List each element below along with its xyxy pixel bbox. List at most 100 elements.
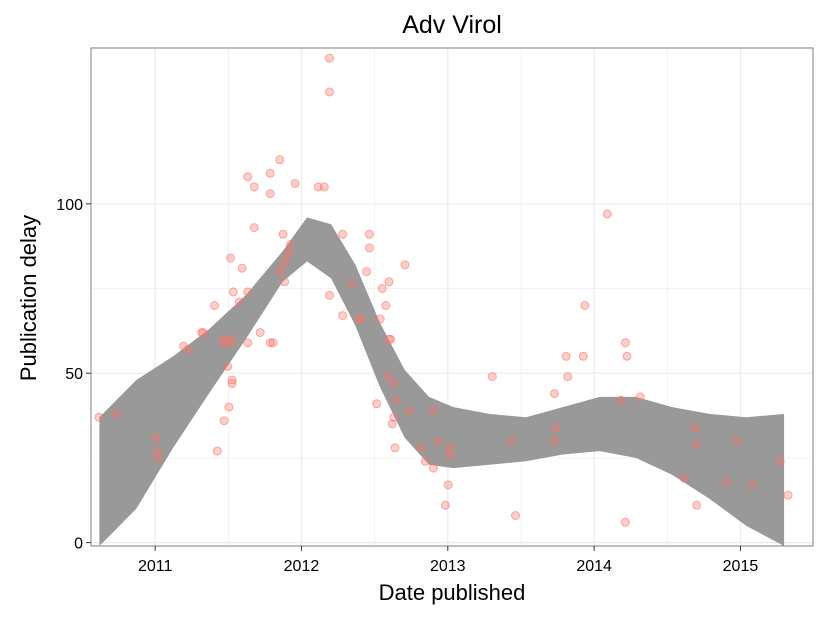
x-axis-title: Date published: [379, 580, 526, 605]
data-point: [364, 229, 374, 239]
y-tick-label: 100: [56, 197, 83, 214]
data-point: [375, 314, 385, 324]
data-point: [549, 389, 559, 399]
data-point: [487, 372, 497, 382]
data-point: [690, 422, 700, 432]
data-point: [386, 334, 396, 344]
data-point: [265, 189, 275, 199]
data-point: [249, 182, 259, 192]
data-point: [433, 436, 443, 446]
y-tick-label: 0: [74, 536, 83, 553]
data-point: [372, 399, 382, 409]
data-point: [384, 277, 394, 287]
data-point: [255, 328, 265, 338]
data-point: [679, 473, 689, 483]
data-point: [152, 446, 162, 456]
data-point: [290, 179, 300, 188]
data-point: [227, 378, 237, 388]
data-point: [226, 253, 235, 263]
y-tick-label: 50: [65, 366, 83, 383]
x-axis: 2011 2012 2013 2014 2015: [138, 546, 758, 575]
data-point: [445, 450, 455, 459]
y-axis: 0 50 100: [56, 197, 91, 553]
data-point: [392, 395, 402, 405]
x-tick-label: 2014: [576, 558, 612, 575]
data-point: [732, 436, 742, 446]
data-point: [319, 182, 329, 192]
data-point: [265, 168, 275, 178]
data-point: [400, 260, 410, 270]
data-point: [748, 480, 757, 490]
data-point: [338, 229, 348, 239]
data-point: [622, 351, 632, 361]
x-tick-label: 2011: [138, 558, 173, 575]
data-point: [325, 290, 334, 300]
data-point: [549, 436, 559, 446]
data-point: [94, 412, 104, 422]
data-point: [580, 301, 590, 310]
data-point: [243, 172, 253, 182]
data-point: [445, 443, 455, 453]
data-point: [234, 297, 244, 307]
data-point: [325, 87, 334, 97]
data-point: [602, 209, 612, 219]
data-point: [224, 402, 234, 412]
panel-border: [90, 47, 814, 547]
data-point: [275, 155, 285, 165]
data-point: [616, 395, 626, 405]
data-point: [249, 223, 259, 233]
data-point: [620, 338, 630, 348]
x-tick-label: 2012: [284, 558, 320, 575]
data-point: [210, 301, 219, 310]
data-point: [223, 361, 233, 371]
data-point: [563, 372, 573, 382]
data-point: [226, 338, 235, 348]
data-point: [578, 351, 588, 361]
data-point: [381, 301, 391, 310]
data-point: [389, 412, 399, 422]
chart-title: Adv Virol: [402, 11, 502, 39]
data-point: [511, 511, 520, 520]
data-point: [362, 267, 372, 277]
data-point: [561, 351, 571, 361]
data-point: [364, 243, 374, 253]
data-point: [268, 338, 278, 348]
data-point: [428, 463, 438, 473]
data-point: [377, 284, 387, 293]
data-point: [551, 422, 561, 432]
data-point: [390, 443, 400, 453]
data-point: [783, 490, 793, 500]
data-point: [278, 229, 288, 239]
data-point: [243, 338, 253, 348]
x-tick-label: 2013: [430, 558, 466, 575]
data-point: [347, 280, 357, 290]
smooth-band: [99, 217, 785, 546]
data-point: [151, 433, 161, 443]
data-point: [183, 345, 193, 354]
data-point: [692, 439, 702, 449]
data-point: [420, 456, 430, 466]
data-point: [775, 456, 785, 466]
y-axis-title: Publication delay: [16, 215, 41, 381]
data-point: [227, 375, 237, 385]
data-point: [280, 277, 290, 287]
data-point: [286, 240, 296, 249]
data-point: [356, 314, 366, 324]
data-point: [443, 480, 453, 490]
data-point: [284, 246, 294, 256]
data-point: [692, 500, 702, 510]
data-point: [383, 372, 393, 382]
data-point: [219, 416, 229, 426]
data-point: [111, 409, 120, 419]
data-point: [198, 328, 208, 338]
data-point: [226, 334, 235, 344]
scatter-points: [94, 53, 793, 527]
data-point: [228, 287, 238, 297]
data-point: [389, 378, 399, 388]
data-point: [265, 338, 275, 348]
data-point: [237, 263, 247, 273]
data-point: [620, 517, 630, 527]
data-point: [338, 311, 348, 321]
